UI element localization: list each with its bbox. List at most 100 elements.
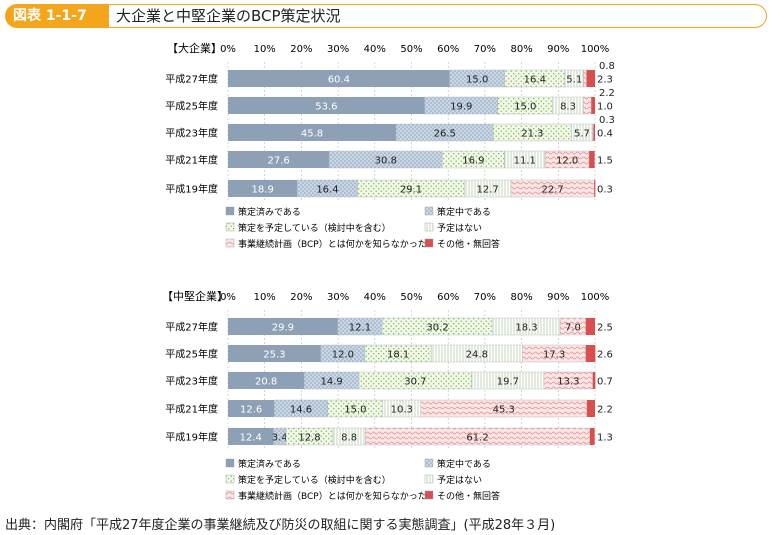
x-tick-label: 40% [364, 44, 386, 55]
legend-label: その他・無回答 [437, 490, 500, 502]
data-label: 12.0 [556, 156, 578, 167]
data-label: 1.5 [597, 156, 613, 167]
data-label: 2.6 [597, 350, 613, 361]
bar-segment-other [589, 151, 595, 168]
data-label: 12.1 [349, 323, 371, 334]
legend-label: 事業継続計画（BCP）とは何かを知らなかった [238, 238, 427, 250]
data-label: 26.5 [434, 129, 456, 140]
data-label: 0.7 [597, 377, 613, 388]
data-label: 19.7 [497, 377, 519, 388]
bar-segment-done [228, 70, 450, 87]
data-label: 12.4 [240, 433, 262, 444]
legend-swatch-other [424, 238, 434, 248]
data-label: 16.9 [462, 156, 484, 167]
bar-segment-done [228, 372, 305, 389]
bar-segment-done [228, 428, 274, 445]
legend-label: 策定済みである [238, 206, 301, 218]
source-note: 出典：内閣府「平成27年度企業の事業継続及び防災の取組に関する実態調査」(平成2… [5, 518, 556, 533]
data-label: 12.8 [298, 433, 320, 444]
data-label: 13.3 [557, 377, 579, 388]
data-label: 0.3 [599, 115, 615, 126]
data-label: 24.8 [466, 350, 488, 361]
legend-swatch-inprog [424, 458, 434, 468]
legend-label: 策定中である [437, 458, 491, 470]
data-label: 29.9 [272, 323, 294, 334]
figure-number-badge: 図表 1-1-7 [5, 4, 109, 28]
legend-swatch-unknown [225, 238, 235, 248]
figure-title: 大企業と中堅企業のBCP策定状況 [93, 4, 767, 28]
data-label: 30.8 [375, 156, 397, 167]
data-label: 16.4 [316, 185, 338, 196]
x-tick-label: 80% [510, 292, 532, 303]
bar-segment-other [593, 124, 595, 141]
legend-swatch-done [225, 458, 235, 468]
data-label: 18.1 [387, 350, 409, 361]
x-tick-label: 60% [437, 44, 459, 55]
bar-segment-done [228, 97, 425, 114]
category-label: 平成21年度 [165, 403, 218, 416]
x-tick-label: 20% [290, 44, 312, 55]
bar-segment-other [592, 372, 596, 389]
x-tick-label: 0% [220, 292, 236, 303]
data-label: 15.0 [344, 405, 366, 416]
data-label: 14.6 [290, 405, 312, 416]
data-label: 45.8 [301, 129, 323, 140]
legend-label: 策定中である [437, 206, 491, 218]
bar-segment-done [228, 180, 298, 197]
x-tick-label: 70% [474, 44, 496, 55]
data-label: 27.6 [268, 156, 290, 167]
data-label: 2.3 [597, 75, 613, 86]
data-label: 0.4 [597, 129, 613, 140]
category-label: 平成19年度 [165, 183, 218, 196]
x-tick-label: 80% [510, 44, 532, 55]
x-tick-label: 50% [400, 292, 422, 303]
x-tick-label: 90% [547, 292, 569, 303]
data-label: 0.8 [599, 61, 615, 72]
x-tick-label: 10% [254, 44, 276, 55]
data-label: 60.4 [328, 75, 350, 86]
bar-segment-done [228, 318, 338, 335]
legend-label: 策定を予定している（検討中を含む） [238, 474, 391, 486]
bar-segment-unknown [592, 123, 594, 142]
legend-swatch-planned [225, 222, 235, 232]
bar-segment-other [586, 400, 595, 417]
bar-segment-done [228, 345, 321, 362]
legend-label: 予定はない [437, 474, 482, 486]
data-label: 11.1 [514, 156, 536, 167]
data-label: 18.9 [252, 185, 274, 196]
x-tick-label: 30% [327, 44, 349, 55]
chart-title-0: 【大企業】 [167, 41, 222, 55]
data-label: 10.3 [391, 405, 413, 416]
data-label: 8.8 [341, 433, 357, 444]
legend-label: 策定済みである [238, 458, 301, 470]
bar-segment-unknown [583, 96, 592, 115]
legend-swatch-unknown [225, 490, 235, 500]
category-label: 平成25年度 [165, 100, 218, 113]
legend-swatch-done [225, 206, 235, 216]
legend-swatch-none [424, 222, 434, 232]
data-label: 7.0 [565, 323, 581, 334]
x-tick-label: 20% [290, 292, 312, 303]
category-label: 平成23年度 [165, 375, 218, 388]
data-label: 45.3 [493, 405, 515, 416]
data-label: 61.2 [466, 433, 488, 444]
data-label: 0.3 [597, 185, 613, 196]
data-label: 30.7 [404, 377, 426, 388]
data-label: 14.9 [321, 377, 343, 388]
data-label: 5.1 [566, 75, 582, 86]
bar-segment-done [228, 400, 275, 417]
data-label: 12.7 [477, 185, 499, 196]
data-label: 29.1 [400, 185, 422, 196]
bar-segment-other [586, 70, 595, 87]
category-label: 平成25年度 [165, 348, 218, 361]
x-tick-label: 60% [437, 292, 459, 303]
legend-swatch-inprog [424, 206, 434, 216]
data-label: 3.4 [272, 433, 288, 444]
category-label: 平成27年度 [165, 73, 218, 86]
bar-segment-other [589, 428, 595, 445]
legend-label: その他・無回答 [437, 238, 500, 250]
category-label: 平成23年度 [165, 127, 218, 140]
data-label: 30.2 [426, 323, 448, 334]
data-label: 20.8 [255, 377, 277, 388]
bar-segment-done [228, 124, 397, 141]
